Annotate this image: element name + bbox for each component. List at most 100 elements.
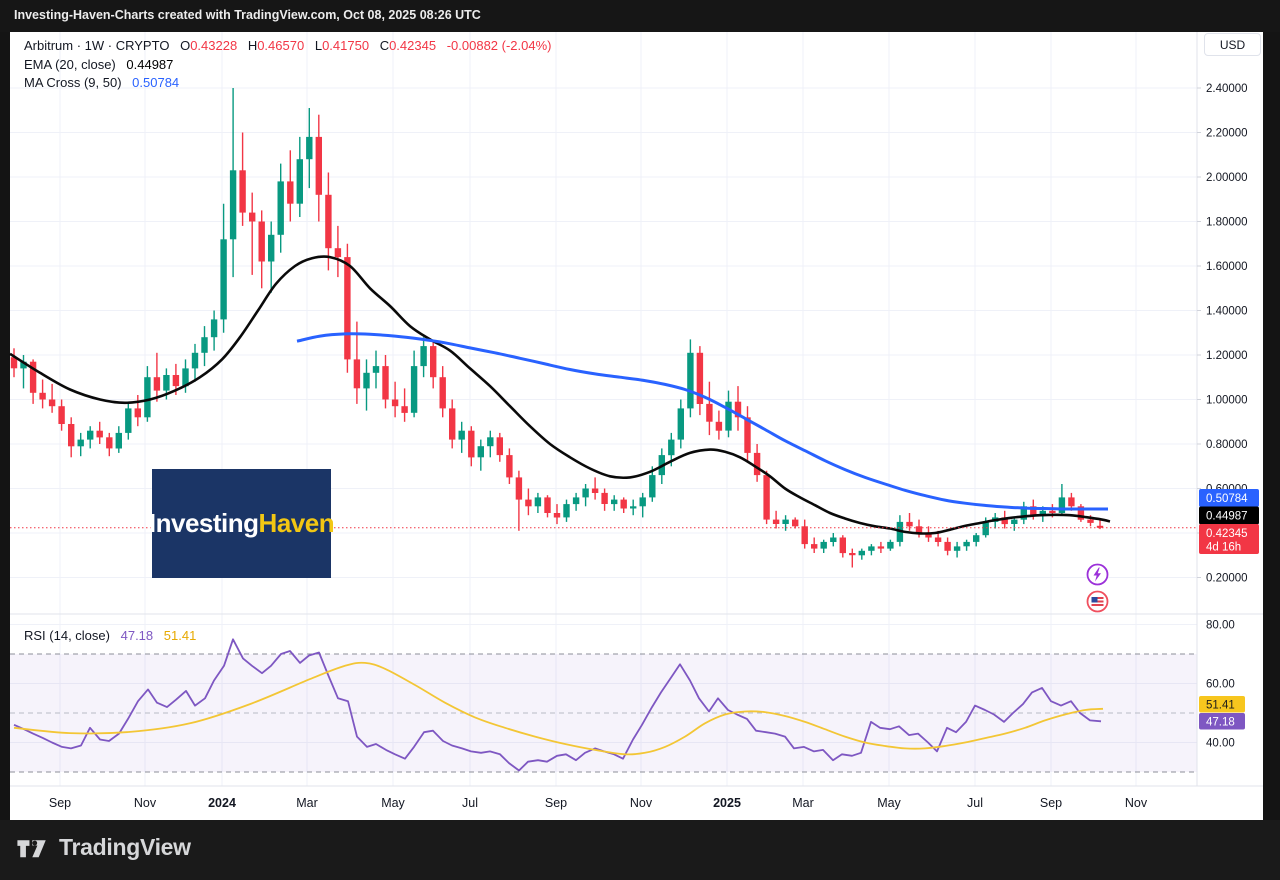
candle-body [934,537,942,542]
candle-body [868,546,875,551]
candle-body [229,170,237,240]
watermark-part2: Haven [258,508,335,538]
svg-text:0.50784: 0.50784 [1206,493,1248,505]
ma-cross-label: MA Cross (9, 50) [24,75,122,90]
candle-body [601,492,608,504]
candle-body [715,421,723,431]
candle-body [306,136,313,160]
candle-body [134,408,141,418]
candle-body [687,352,694,409]
candle-body [534,497,542,507]
us-flag-event-icon[interactable] [1086,590,1109,613]
candle-body [1058,497,1066,513]
candle-body [725,401,732,431]
candle-body [191,352,199,369]
candle-body [572,497,580,505]
candle-body [401,406,408,413]
candle-body [1001,517,1008,525]
snapshot-title: Investing-Haven-Charts created with Trad… [14,8,481,22]
candle-body [487,437,494,447]
candle-body [706,403,713,422]
ema-price-label: 0.44987 [1199,506,1259,525]
price-tick-label: 1.40000 [1206,306,1248,318]
rsi-tick-label: 60.00 [1206,679,1235,691]
candle-body [1039,510,1046,516]
candle-body [458,430,465,440]
candle-body [287,181,294,204]
tradingview-logo-text: TradingView [59,834,191,860]
candle-body [811,544,818,549]
candle-body [1077,506,1085,520]
tradingview-logo-icon [17,839,46,857]
currency-toggle-button[interactable]: USD [1204,33,1261,56]
time-tick-label: Nov [630,796,653,810]
symbol-title: Arbitrum · 1W · CRYPTO [24,38,170,53]
candle-body [496,437,503,456]
candle-body [210,319,218,338]
candle-body [239,170,246,213]
ma50-price-label: 0.50784 [1199,489,1259,507]
rsi-label: RSI (14, close) [24,628,110,643]
candle-body [325,194,332,249]
price-tick-label: 1.60000 [1206,261,1248,273]
candle-body [1096,525,1104,528]
close-label: C [379,38,390,53]
candle-body [439,377,446,409]
candle-body [620,499,627,509]
candle-body [782,519,789,524]
time-tick-label: May [381,796,405,810]
candle-body [858,550,865,556]
lightning-event-icon[interactable] [1086,563,1109,586]
candle-body [315,136,322,195]
high-value: 0.46570 [257,38,305,53]
candle-body [792,519,799,527]
footer-bar: TradingView [0,820,1280,880]
watermark-part1: Investing [148,508,259,538]
tradingview-logo[interactable]: TradingView [16,834,191,861]
candle-body [668,439,675,456]
candle-body [839,537,846,554]
ma-cross-legend-row[interactable]: MA Cross (9, 50) 0.50784 [24,74,551,93]
candle-body [96,430,103,438]
candle-body [744,417,751,453]
time-tick-label: Sep [49,796,71,810]
candle-body [268,234,275,262]
candle-body [544,497,551,513]
time-tick-label: 2025 [713,796,741,810]
chart-panel [10,32,1263,820]
candle-body [877,546,885,549]
open-label: O [180,38,191,53]
candle-body [591,488,599,493]
candle-body [249,212,256,222]
candle-body [477,446,484,458]
candle-body [830,537,837,542]
candle-body [258,221,265,262]
candle-body [677,408,684,440]
svg-text:51.41: 51.41 [1206,700,1235,712]
candle-body [144,377,151,418]
candle-body [344,257,351,360]
price-tick-label: 1.00000 [1206,395,1248,407]
candle-body [515,477,523,500]
time-axis[interactable]: Sep Nov 2024 Mar May Jul Sep Nov 2025 Mar May Jul Se… [49,796,1148,810]
candle-body [115,432,122,449]
candle-body [468,430,475,458]
rsi-legend-row[interactable]: RSI (14, close) 47.18 51.41 [24,628,196,643]
rsi-axis[interactable]: 80.00 60.00 40.00 [1206,620,1235,750]
candle-body [410,366,418,413]
candle-body [363,372,370,389]
time-tick-label: Jul [462,796,478,810]
candle-body [372,366,380,373]
symbol-legend-row[interactable]: Arbitrum · 1W · CRYPTO O0.43228 H0.46570… [24,37,551,56]
candle-body [696,352,704,404]
candle-body [68,424,75,447]
candle-body [887,541,894,549]
rsi-ma-axis-label: 51.41 [1199,696,1245,713]
candle-body [563,504,570,518]
ema-legend-row[interactable]: EMA (20, close) 0.44987 [24,56,551,75]
time-tick-label: Nov [1125,796,1148,810]
pane-separators [10,32,1263,787]
candle-body [753,452,761,476]
